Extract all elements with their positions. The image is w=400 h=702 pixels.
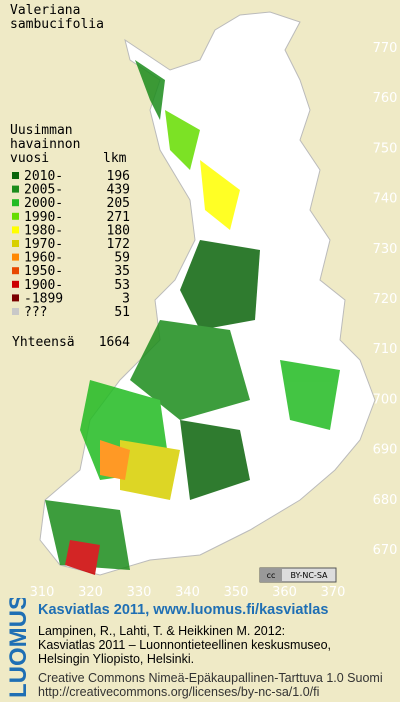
legend-count: 3: [122, 291, 130, 306]
legend-count: 271: [107, 210, 130, 225]
legend-label: -1899: [24, 291, 63, 306]
y-grid-label: 670: [373, 543, 398, 558]
legend-swatch: [12, 226, 19, 234]
y-grid-label: 740: [373, 192, 398, 207]
x-grid-label: 310: [30, 585, 55, 600]
legend-count: 180: [107, 223, 130, 238]
headline: Kasviatlas 2011, www.luomus.fi/kasviatla…: [38, 602, 329, 618]
legend-swatch: [12, 267, 19, 275]
legend-total: 1664: [99, 335, 130, 350]
observation-patches: [45, 60, 340, 575]
license: Creative Commons Nimeä-Epäkaupallinen-Ta…: [38, 671, 383, 685]
x-grid-label: 320: [78, 585, 103, 600]
legend-swatch: [12, 240, 19, 247]
y-grid-label: 730: [373, 242, 398, 257]
legend-swatch: [12, 212, 19, 220]
y-grid-label: 700: [373, 392, 398, 407]
y-grid-label: 720: [373, 292, 398, 307]
legend-swatch: [12, 199, 19, 207]
license-badge: cc BY-NC-SA: [259, 567, 337, 583]
legend-label: 2010-: [24, 169, 63, 184]
citation: Lampinen, R., Lahti, T. & Heikkinen M. 2…: [38, 624, 286, 638]
y-grid-label: 750: [373, 141, 398, 156]
x-grid-label: 350: [224, 585, 249, 600]
x-grid-label: 340: [175, 585, 200, 600]
legend-count: 196: [107, 169, 130, 184]
legend-total-label: Yhteensä: [12, 335, 75, 350]
legend-label: 1990-: [24, 210, 63, 225]
y-grid-label: 710: [373, 342, 398, 357]
legend-swatch: [12, 253, 19, 261]
legend-label: 1960-: [24, 251, 63, 266]
legend-count: 59: [114, 251, 130, 266]
legend-label: 1970-: [24, 237, 63, 252]
legend-column: lkm: [103, 151, 127, 166]
species-name: sambucifolia: [10, 17, 104, 32]
legend-label: 1950-: [24, 264, 63, 279]
species-name: Valeriana: [10, 3, 80, 18]
legend-label: 2005-: [24, 183, 63, 198]
x-grid-label: 330: [127, 585, 152, 600]
legend-count: 51: [114, 305, 130, 320]
license: http://creativecommons.org/licenses/by-n…: [38, 685, 320, 699]
legend-label: 1900-: [24, 278, 63, 293]
y-grid-label: 680: [373, 493, 398, 508]
legend-swatch: [12, 185, 19, 193]
legend-swatch: [12, 294, 19, 302]
legend-header: havainnon: [10, 137, 80, 152]
legend-count: 53: [114, 278, 130, 293]
legend-count: 172: [107, 237, 130, 252]
y-grid-label: 690: [373, 443, 398, 458]
citation: Kasviatlas 2011 – Luonnontieteellinen ke…: [38, 638, 332, 652]
x-grid-label: 360: [272, 585, 297, 600]
y-grid-label: 760: [373, 91, 398, 106]
y-grid-label: 770: [373, 41, 398, 56]
badge-cc: cc: [267, 571, 276, 580]
legend-label: 2000-: [24, 196, 63, 211]
brand-text: LUOMUS: [5, 598, 32, 698]
brand: LUOMUS: [5, 598, 32, 698]
x-grid-label: 370: [321, 585, 346, 600]
citation: Helsingin Yliopisto, Helsinki.: [38, 652, 195, 666]
legend-count: 439: [107, 183, 130, 198]
legend-header: Uusimman: [10, 123, 73, 138]
legend-swatch: [12, 308, 19, 315]
badge-text: BY-NC-SA: [290, 571, 328, 580]
legend-swatch: [12, 172, 19, 179]
legend-label: ???: [24, 305, 47, 320]
legend-count: 205: [107, 196, 130, 211]
legend-column: vuosi: [10, 151, 49, 166]
legend-label: 1980-: [24, 223, 63, 238]
map: Valeriana sambucifolia Uusimman havainno…: [10, 3, 398, 600]
legend-swatch: [12, 280, 19, 288]
legend-count: 35: [114, 264, 130, 279]
